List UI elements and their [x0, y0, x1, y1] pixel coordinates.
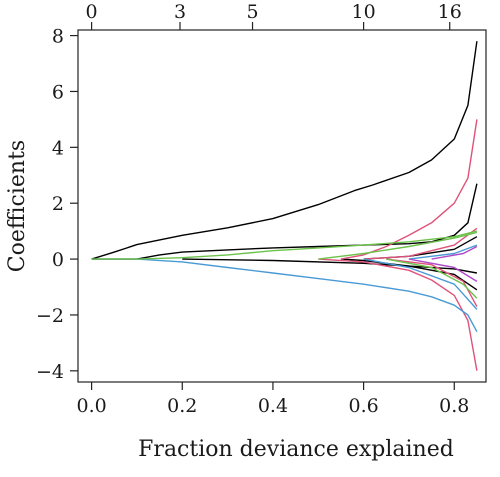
top-tick-label: 3	[174, 1, 186, 23]
top-tick-label: 10	[352, 1, 376, 23]
series-line-12	[408, 244, 478, 260]
series-line-7	[318, 258, 478, 371]
y-axis-label: Coefficients	[5, 140, 30, 272]
x-tick-label: 0.4	[258, 395, 288, 417]
series-line-1	[91, 41, 478, 260]
x-tick-label: 0.0	[76, 395, 106, 417]
top-tick-label: 5	[246, 1, 258, 23]
x-tick-label: 0.8	[439, 395, 469, 417]
plot-frame	[77, 29, 487, 383]
series-line-2	[91, 183, 478, 260]
x-axis-label: Fraction deviance explained	[138, 437, 454, 462]
y-tick-label: 2	[52, 193, 64, 215]
series-lines	[91, 41, 478, 371]
series-line-9	[386, 258, 478, 307]
y-tick-label: 8	[52, 26, 64, 48]
x-tick-label: 0.2	[167, 395, 197, 417]
series-line-13	[91, 230, 478, 260]
series-line-8	[363, 227, 478, 260]
series-line-16	[408, 258, 478, 282]
series-line-17	[431, 245, 478, 260]
y-tick-label: −2	[36, 305, 64, 327]
y-tick-label: −4	[36, 361, 64, 383]
x-tick-label: 0.6	[348, 395, 378, 417]
top-axis: 0 3 5 10 16	[86, 1, 462, 30]
y-tick-label: 4	[52, 137, 64, 159]
top-tick-label: 0	[86, 1, 98, 23]
series-line-14	[318, 231, 478, 260]
series-line-15	[386, 258, 478, 299]
y-axis: −4 −2 0 2 4 6 8	[36, 26, 78, 383]
series-line-11	[363, 258, 478, 310]
top-tick-label: 16	[438, 1, 462, 23]
y-tick-label: 6	[52, 81, 64, 103]
series-line-10	[91, 258, 478, 333]
x-axis: 0.0 0.2 0.4 0.6 0.8	[76, 382, 469, 417]
y-tick-label: 0	[52, 249, 64, 271]
